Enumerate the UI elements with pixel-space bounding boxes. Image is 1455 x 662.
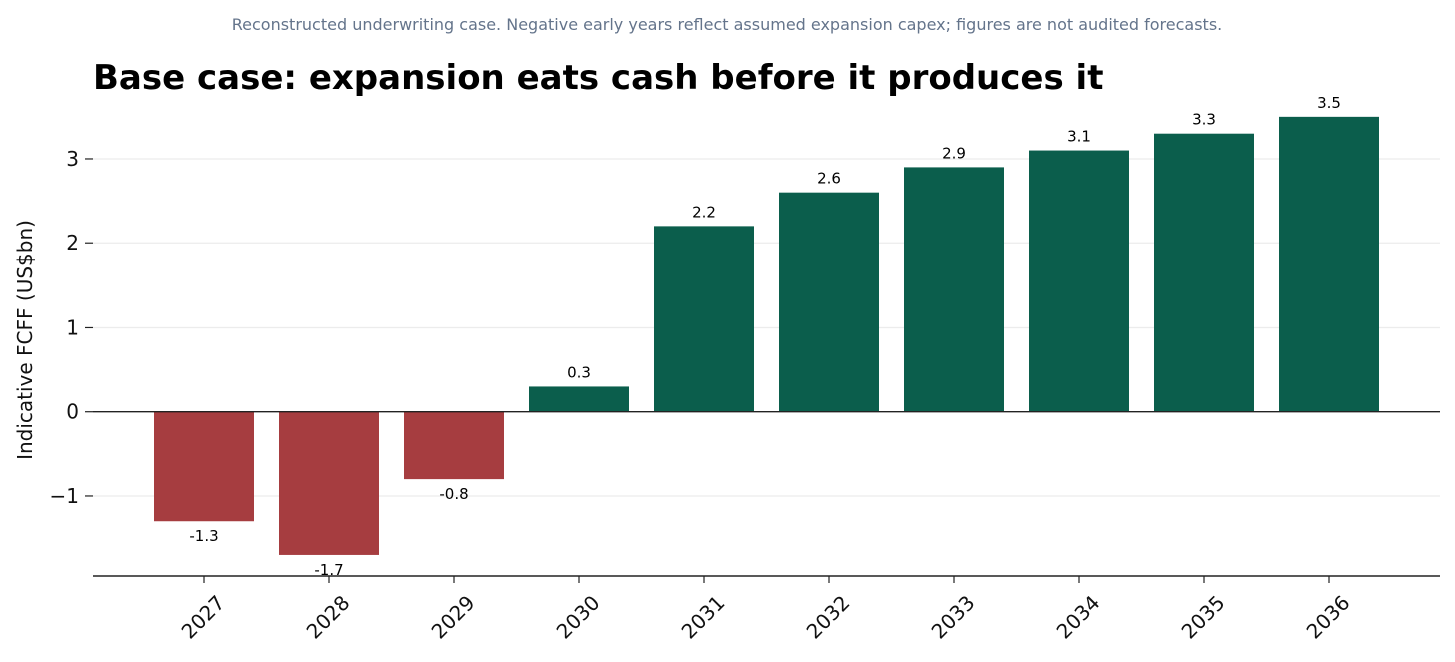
xtick-label-2034: 2034: [1052, 591, 1105, 644]
data-label-2028: -1.7: [314, 561, 343, 579]
data-label-2032: 2.6: [817, 170, 841, 188]
bars: [154, 116, 1379, 555]
data-label-2035: 3.3: [1192, 111, 1216, 129]
bar-2028: [279, 411, 379, 555]
xtick-label-2033: 2033: [927, 591, 980, 644]
labels: -1.3 -1.7 -0.8 0.3 2.2 2.6 2.9 3.1 3.3 3.5: [189, 94, 1341, 579]
data-label-2031: 2.2: [692, 203, 716, 221]
bar-2034: [1029, 150, 1129, 412]
data-label-2034: 3.1: [1067, 128, 1091, 146]
data-label-2036: 3.5: [1317, 94, 1341, 112]
data-label-2030: 0.3: [567, 363, 591, 381]
xtick-label-2032: 2032: [802, 591, 855, 644]
y-axis-label: Indicative FCFF (US$bn): [13, 220, 37, 460]
xtick-label-2035: 2035: [1177, 591, 1230, 644]
bar-2033: [904, 167, 1004, 412]
xtick-label-2036: 2036: [1302, 591, 1355, 644]
bar-2036: [1279, 116, 1379, 412]
bar-2032: [779, 192, 879, 412]
ytick-label-2: 2: [66, 231, 79, 255]
bar-2027: [154, 411, 254, 522]
data-label-2033: 2.9: [942, 144, 966, 162]
xtick-label-2028: 2028: [302, 591, 355, 644]
chart-caption: Reconstructed underwriting case. Negativ…: [232, 15, 1223, 34]
bar-2035: [1154, 133, 1254, 412]
bar-2029: [404, 411, 504, 480]
ytick-label--1: −1: [50, 484, 79, 508]
ytick-label-3: 3: [66, 147, 79, 171]
bar-2031: [654, 226, 754, 412]
ytick-label-0: 0: [66, 400, 79, 424]
data-label-2027: -1.3: [189, 527, 218, 545]
xtick-label-2029: 2029: [427, 591, 480, 644]
ytick-label-1: 1: [66, 315, 79, 339]
xtick-label-2027: 2027: [177, 591, 230, 644]
data-label-2029: -0.8: [439, 485, 468, 503]
bar-2030: [529, 386, 629, 412]
chart-title: Base case: expansion eats cash before it…: [93, 58, 1103, 98]
xtick-label-2031: 2031: [677, 591, 730, 644]
xtick-label-2030: 2030: [552, 591, 605, 644]
